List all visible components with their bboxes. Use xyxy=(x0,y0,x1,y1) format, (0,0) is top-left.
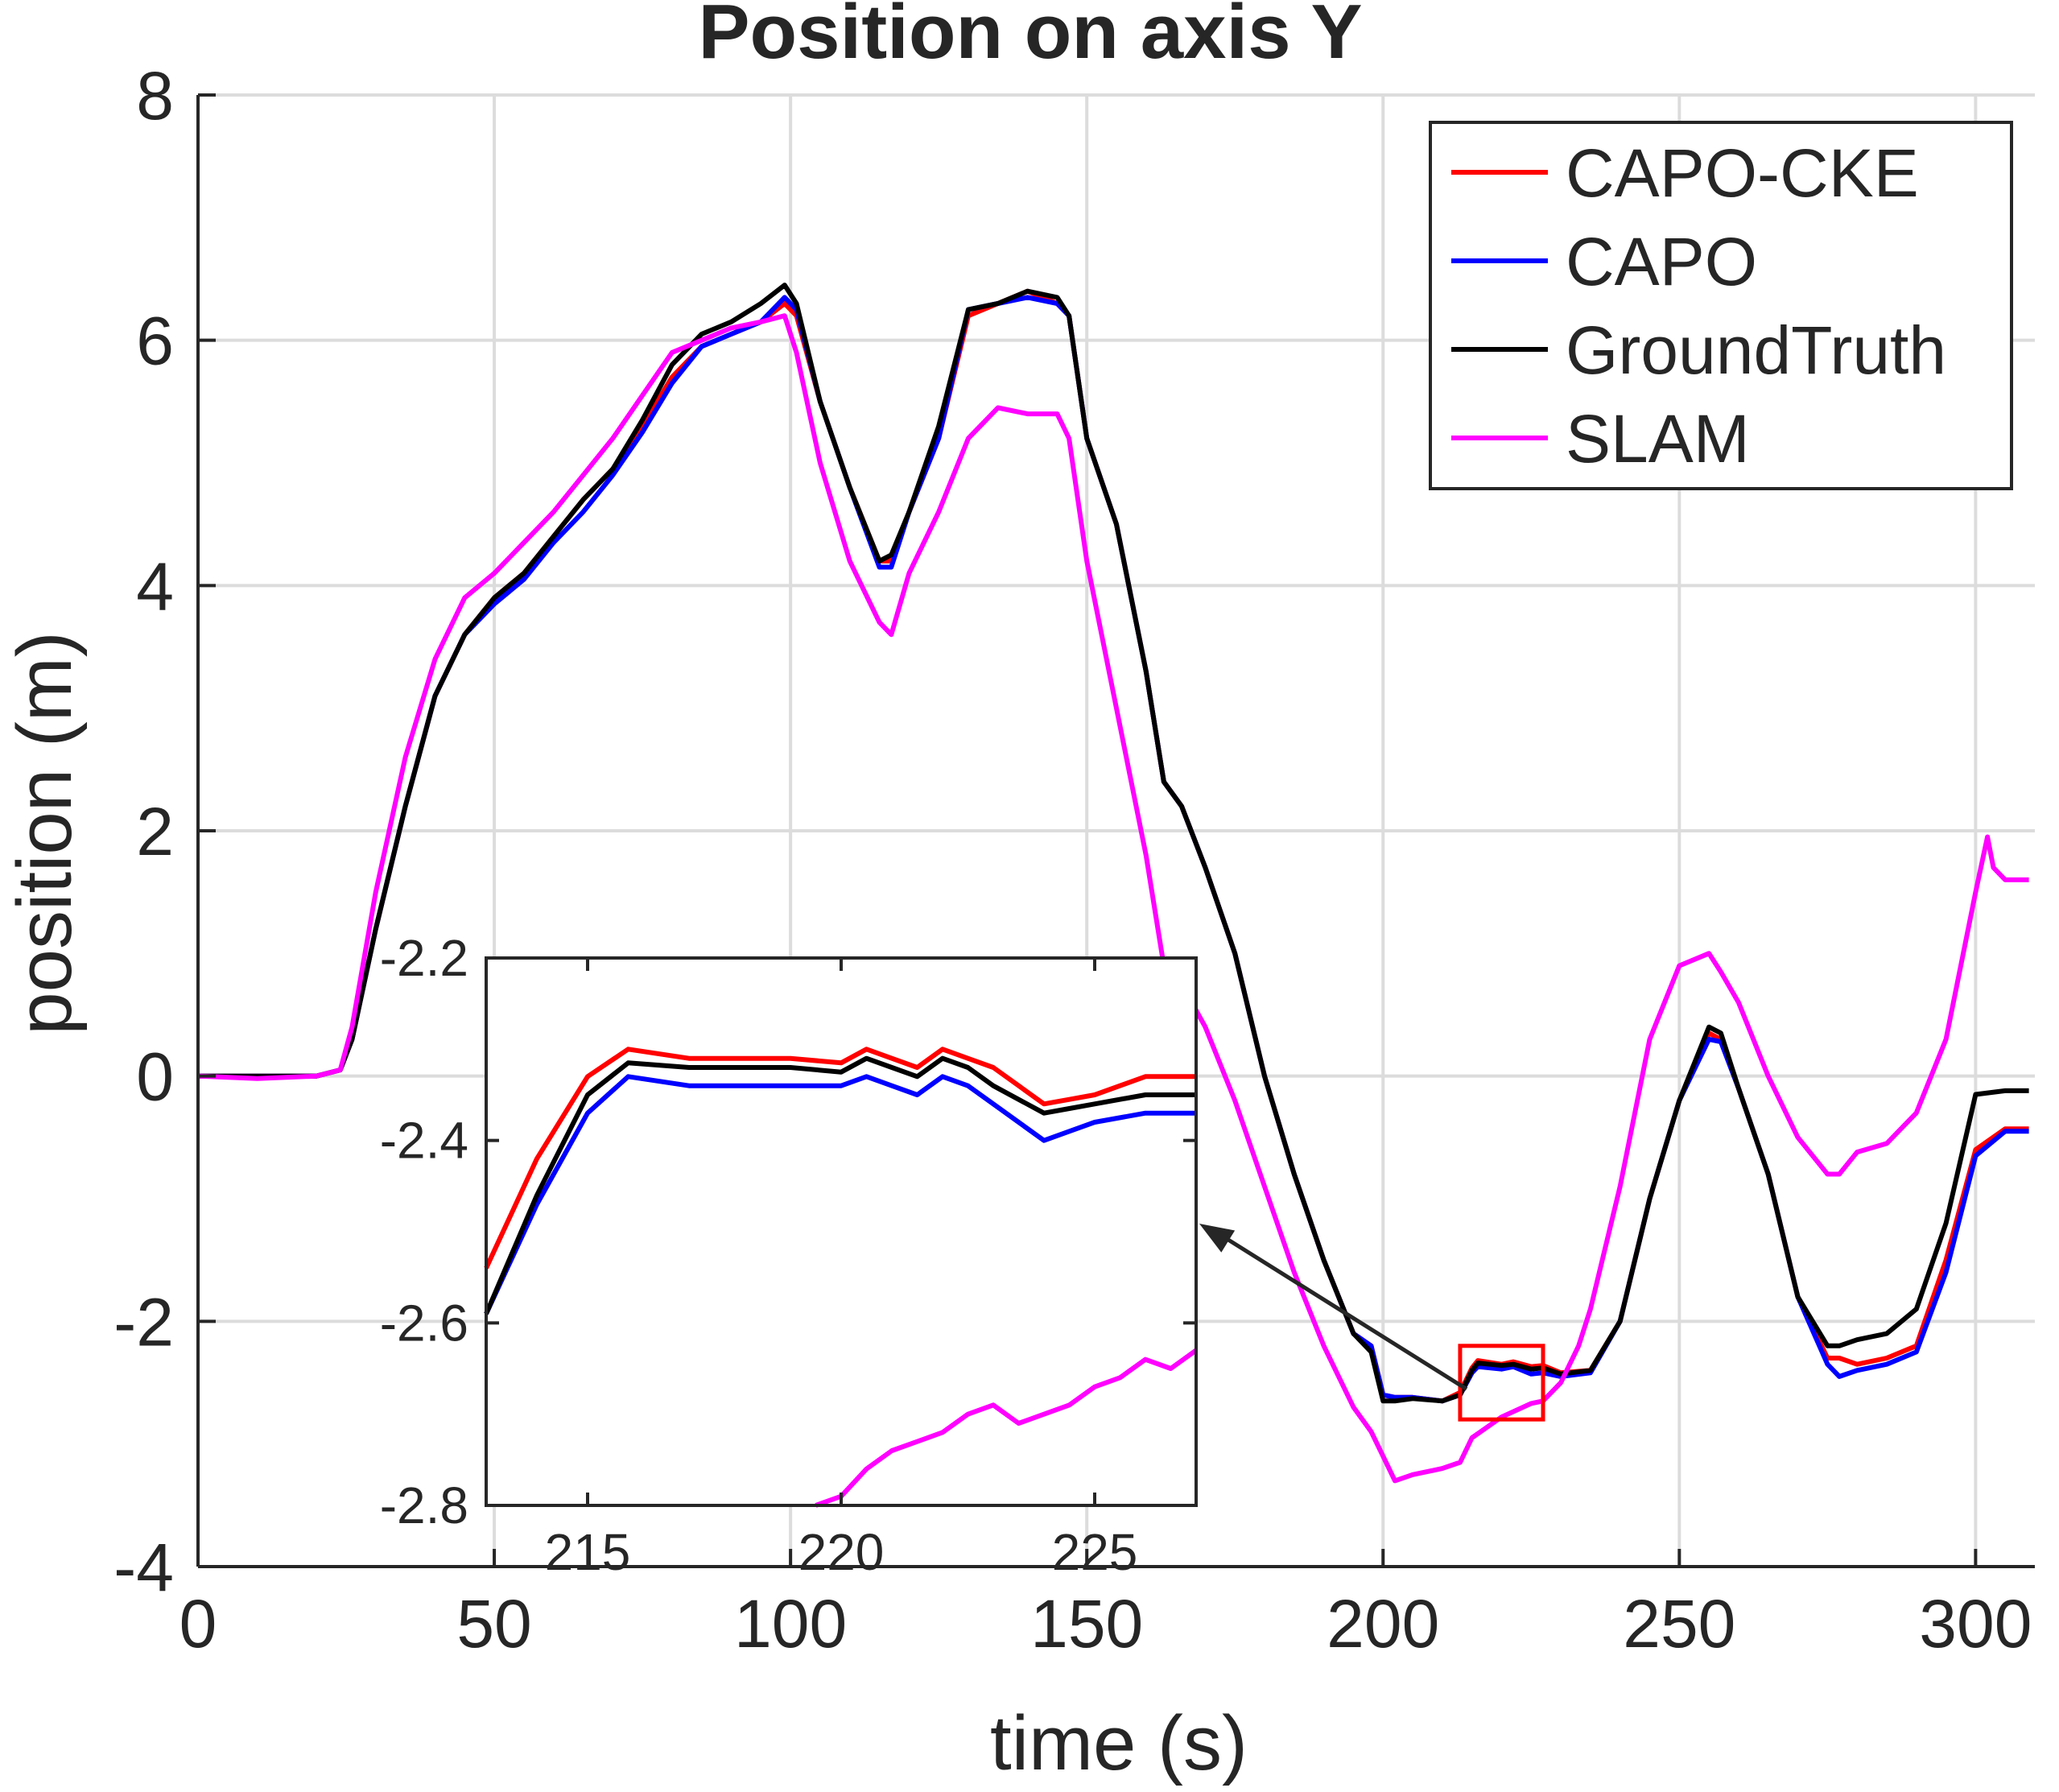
inset-y-tick-label: -2.8 xyxy=(380,1476,468,1534)
zoom-arrow-head xyxy=(1199,1224,1236,1253)
y-tick-label: 6 xyxy=(136,303,174,379)
inset-x-tick-labels: 215 220 225 xyxy=(545,1523,1138,1581)
inset-ticks xyxy=(486,956,1196,1507)
inset-series-line-slam xyxy=(815,1348,1198,1508)
x-tick-label: 50 xyxy=(456,1586,531,1662)
chart-title: Position on axis Y xyxy=(698,0,1362,75)
inset-y-tick-label: -2.2 xyxy=(380,929,468,987)
y-tick-label: -4 xyxy=(113,1530,174,1605)
main-series xyxy=(197,283,2029,1484)
y-tick-label: 2 xyxy=(136,794,174,869)
x-tick-label: 300 xyxy=(1919,1586,2032,1662)
legend-label-capo: CAPO xyxy=(1566,224,1757,299)
inset-series-line-capo-cke xyxy=(484,1047,1196,1270)
series-line-groundtruth xyxy=(198,283,2029,1404)
x-axis-label: time (s) xyxy=(990,1700,1248,1786)
main-axes xyxy=(196,93,2035,1568)
inset-y-tick-label: -2.4 xyxy=(380,1112,468,1170)
inset-x-tick-label: 215 xyxy=(545,1523,631,1581)
y-tick-label: 8 xyxy=(136,58,174,134)
y-tick-label: -2 xyxy=(113,1284,174,1360)
inset-y-tick-label: -2.6 xyxy=(380,1294,468,1352)
legend: CAPO-CKE CAPO GroundTruth SLAM xyxy=(1429,121,2013,490)
y-tick-label: 4 xyxy=(136,548,174,624)
legend-label-slam: SLAM xyxy=(1566,401,1750,477)
x-tick-label: 250 xyxy=(1623,1586,1735,1662)
inset-series-line-groundtruth xyxy=(484,1055,1196,1315)
x-tick-label: 100 xyxy=(734,1586,847,1662)
inset-plot: 215 220 225 -2.8 -2.6 -2.4 -2.2 xyxy=(380,929,1198,1581)
inset-y-tick-labels: -2.8 -2.6 -2.4 -2.2 xyxy=(380,929,468,1534)
x-tick-label: 200 xyxy=(1327,1586,1439,1662)
legend-box xyxy=(1429,121,2013,490)
legend-label-capo-cke: CAPO-CKE xyxy=(1566,135,1919,211)
series-line-slam xyxy=(197,313,2029,1484)
legend-items: CAPO-CKE CAPO GroundTruth SLAM xyxy=(1451,135,1946,477)
y-tick-labels: -4 -2 0 2 4 6 8 xyxy=(113,58,174,1605)
legend-label-groundtruth: GroundTruth xyxy=(1566,312,1946,388)
inset-x-tick-label: 225 xyxy=(1052,1523,1138,1581)
inset-series-line-capo xyxy=(484,1074,1196,1315)
inset-x-tick-label: 220 xyxy=(798,1523,885,1581)
zoom-highlight-box xyxy=(1458,1344,1545,1422)
inset-background xyxy=(486,958,1196,1505)
zoom-highlight xyxy=(1458,1344,1545,1422)
y-tick-label: 0 xyxy=(136,1039,174,1115)
x-tick-label: 0 xyxy=(179,1586,217,1662)
x-tick-labels: 0 50 100 150 200 250 300 xyxy=(179,1586,2032,1662)
zoom-arrow xyxy=(1214,1229,1468,1391)
x-tick-label: 150 xyxy=(1030,1586,1143,1662)
inset-series xyxy=(484,1047,1198,1508)
y-axis-label: position (m) xyxy=(2,631,88,1034)
